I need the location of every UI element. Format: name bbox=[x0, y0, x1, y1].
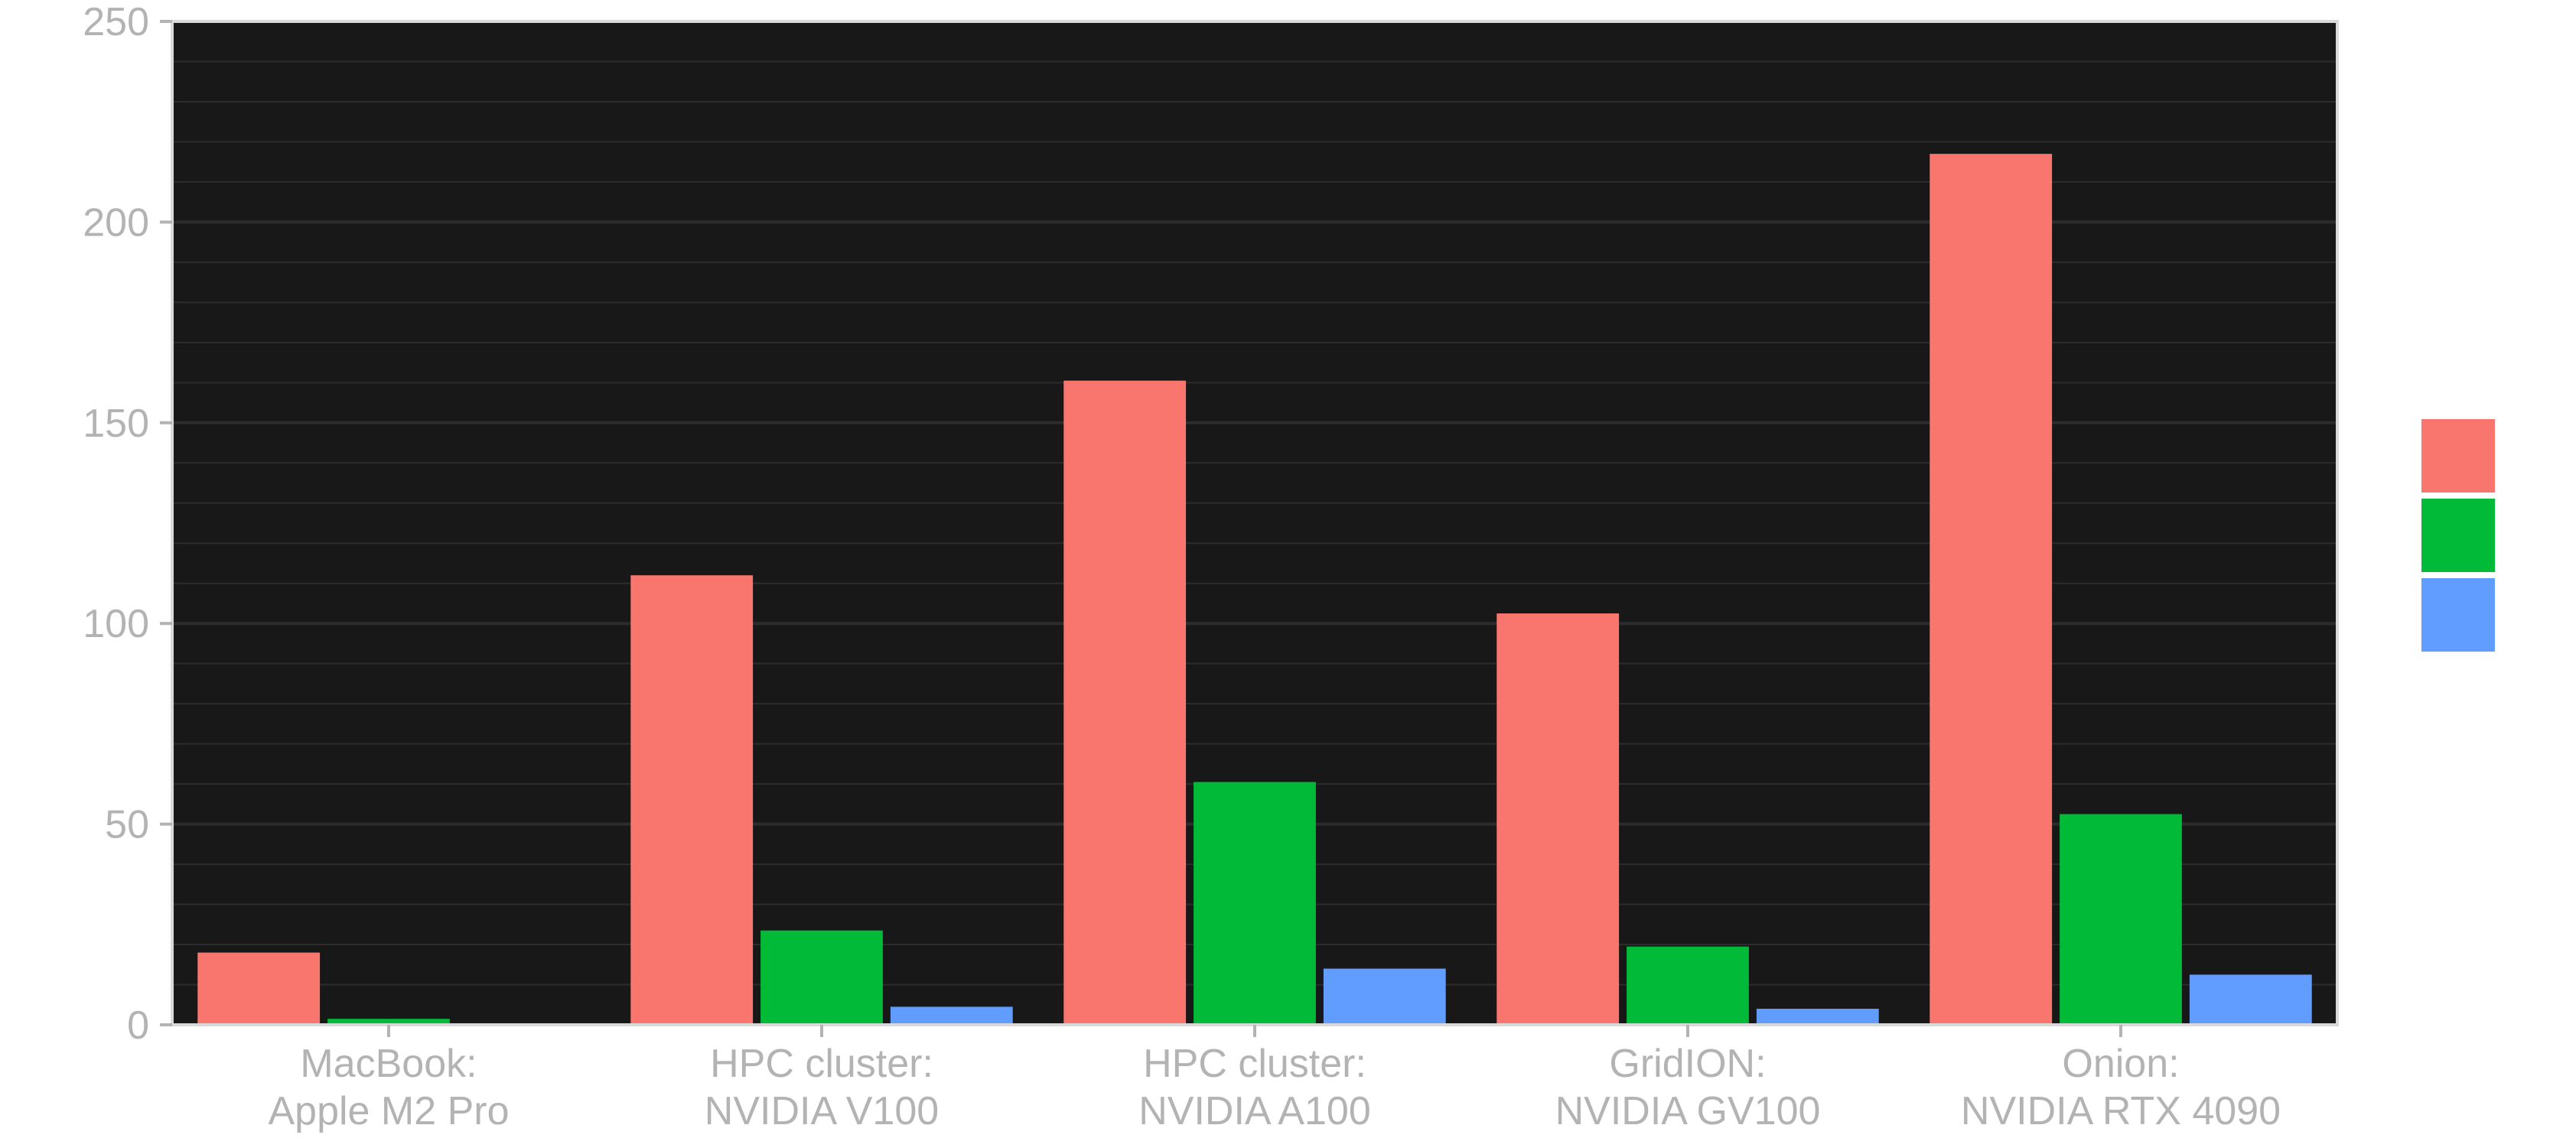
x-category-label: HPC cluster: bbox=[1143, 1042, 1366, 1086]
y-tick-label: 150 bbox=[83, 402, 149, 446]
legend-key-series2 bbox=[2421, 499, 2495, 572]
y-tick-label: 50 bbox=[105, 803, 149, 847]
y-tick-label: 0 bbox=[127, 1003, 149, 1048]
y-axis: 0 50 100 150 200 250 bbox=[83, 0, 172, 1048]
bar-series2-category5 bbox=[2060, 814, 2182, 1025]
bar-series1-category5 bbox=[1930, 154, 2053, 1026]
x-category-label: NVIDIA V100 bbox=[705, 1089, 939, 1133]
bar-series3-category3 bbox=[1323, 968, 1446, 1025]
bars bbox=[197, 154, 2312, 1026]
x-category-label: Onion: bbox=[2062, 1042, 2179, 1086]
x-category-label: MacBook: bbox=[300, 1042, 477, 1086]
x-category-label: Apple M2 Pro bbox=[268, 1089, 509, 1133]
bar-series3-category4 bbox=[1756, 1009, 1879, 1025]
bar-series2-category1 bbox=[327, 1019, 450, 1025]
y-tick-label: 200 bbox=[83, 200, 149, 245]
x-category-label: HPC cluster: bbox=[710, 1042, 933, 1086]
x-category-label: NVIDIA A100 bbox=[1138, 1089, 1371, 1133]
bar-series1-category2 bbox=[630, 575, 754, 1025]
bar-series2-category2 bbox=[760, 930, 883, 1025]
y-tick-label: 100 bbox=[83, 602, 149, 646]
bar-series3-category2 bbox=[890, 1006, 1013, 1025]
bar-series1-category3 bbox=[1063, 380, 1187, 1025]
x-category-label: NVIDIA RTX 4090 bbox=[1961, 1089, 2281, 1133]
x-category-label: GridION: bbox=[1609, 1042, 1766, 1086]
bar-series3-category5 bbox=[2189, 974, 2312, 1025]
x-category-label: NVIDIA GV100 bbox=[1555, 1089, 1821, 1133]
y-tick-label: 250 bbox=[83, 0, 149, 44]
bar-series2-category3 bbox=[1194, 782, 1316, 1025]
legend bbox=[2421, 419, 2495, 652]
bar-series1-category4 bbox=[1496, 613, 1620, 1025]
bar-series1-category1 bbox=[197, 952, 321, 1025]
legend-key-series3 bbox=[2421, 578, 2495, 652]
legend-key-series1 bbox=[2421, 419, 2495, 493]
bar-series2-category4 bbox=[1627, 946, 1749, 1025]
